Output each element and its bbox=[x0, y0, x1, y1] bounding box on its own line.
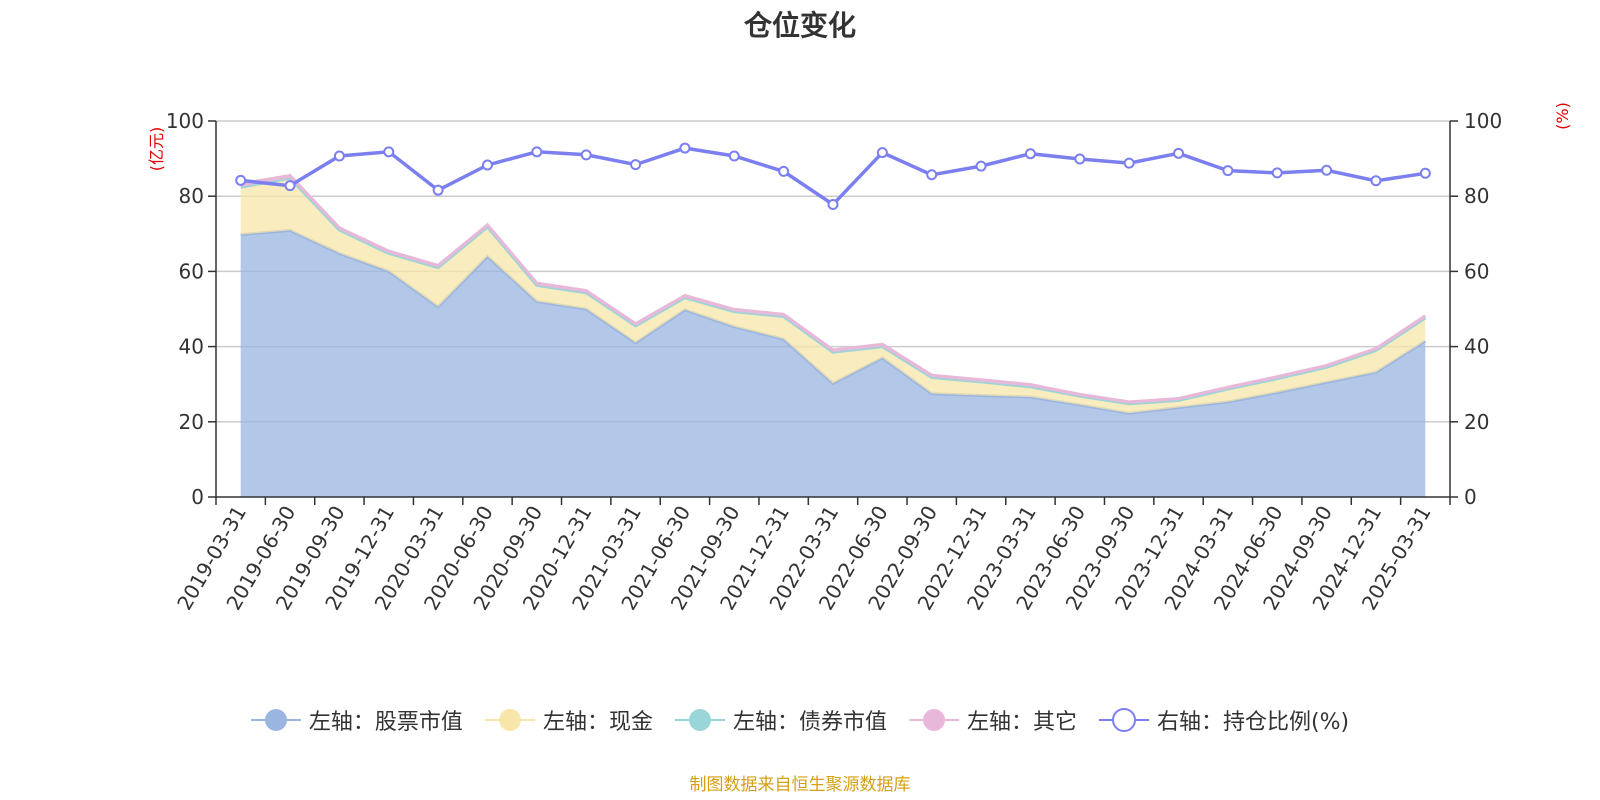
legend-circle-icon bbox=[484, 709, 535, 731]
ratio-point[interactable] bbox=[1271, 167, 1283, 179]
left-tick-label: 20 bbox=[179, 410, 204, 434]
left-tick-label: 100 bbox=[166, 109, 204, 133]
ratio-point[interactable] bbox=[531, 146, 543, 158]
ratio-point[interactable] bbox=[630, 159, 642, 171]
ratio-point[interactable] bbox=[432, 184, 444, 196]
legend-label: 左轴：其它 bbox=[966, 710, 1077, 735]
left-tick-label: 40 bbox=[179, 335, 204, 359]
legend-item[interactable]: 左轴：现金 bbox=[484, 704, 653, 736]
right-tick-label: 80 bbox=[1464, 184, 1489, 208]
ratio-point[interactable] bbox=[481, 159, 493, 171]
ratio-point[interactable] bbox=[1321, 164, 1333, 176]
right-tick-label: 0 bbox=[1464, 485, 1477, 509]
ratio-point[interactable] bbox=[580, 149, 592, 161]
legend-item[interactable]: 左轴：其它 bbox=[908, 704, 1077, 736]
right-tick-label: 40 bbox=[1464, 335, 1489, 359]
legend-hollow-circle-icon bbox=[1098, 708, 1149, 732]
ratio-point[interactable] bbox=[728, 150, 740, 162]
ratio-point[interactable] bbox=[1024, 148, 1036, 160]
legend-item[interactable]: 左轴：债券市值 bbox=[674, 704, 887, 736]
left-axis-unit: (亿元) bbox=[147, 127, 166, 172]
left-tick-label: 60 bbox=[179, 259, 204, 283]
right-tick-label: 100 bbox=[1464, 109, 1502, 133]
right-axis-unit: (%) bbox=[1553, 102, 1572, 130]
ratio-point[interactable] bbox=[1074, 153, 1086, 165]
area-series-1 bbox=[240, 178, 1426, 414]
legend-label: 右轴：持仓比例(%) bbox=[1156, 710, 1350, 735]
right-tick-label: 20 bbox=[1464, 410, 1489, 434]
ratio-point[interactable] bbox=[333, 150, 345, 162]
ratio-point[interactable] bbox=[1370, 175, 1382, 187]
source-note: 制图数据来自恒生聚源数据库 bbox=[689, 775, 911, 795]
legend-label: 左轴：现金 bbox=[542, 710, 653, 735]
ratio-point[interactable] bbox=[1123, 157, 1135, 169]
legend: 左轴：股票市值 左轴：现金 左轴：债券市值 左轴：其它 右轴：持仓比例(%) bbox=[0, 704, 1600, 736]
area-outline-series-3 bbox=[240, 173, 1427, 404]
area-series-0 bbox=[240, 230, 1426, 497]
ratio-point[interactable] bbox=[1222, 165, 1234, 177]
legend-circle-icon bbox=[908, 709, 959, 731]
ratio-point[interactable] bbox=[1173, 147, 1185, 159]
ratio-point[interactable] bbox=[235, 174, 247, 186]
ratio-point[interactable] bbox=[827, 198, 839, 210]
ratio-line bbox=[235, 142, 1431, 210]
legend-circle-icon bbox=[250, 709, 301, 731]
legend-label: 左轴：债券市值 bbox=[732, 710, 887, 735]
ratio-point[interactable] bbox=[383, 146, 395, 158]
ratio-point[interactable] bbox=[284, 180, 296, 192]
left-tick-label: 80 bbox=[179, 184, 204, 208]
left-tick-label: 0 bbox=[191, 485, 204, 509]
legend-item[interactable]: 左轴：股票市值 bbox=[250, 704, 463, 736]
chart-title: 仓位变化 bbox=[743, 10, 856, 41]
ratio-point[interactable] bbox=[876, 147, 888, 159]
ratio-point[interactable] bbox=[1419, 167, 1431, 179]
ratio-point[interactable] bbox=[926, 169, 938, 181]
ratio-point[interactable] bbox=[679, 142, 691, 154]
stacked-areas bbox=[240, 173, 1427, 497]
legend-item[interactable]: 右轴：持仓比例(%) bbox=[1098, 704, 1350, 736]
ratio-point[interactable] bbox=[975, 160, 987, 172]
ratio-point[interactable] bbox=[778, 165, 790, 177]
right-tick-label: 60 bbox=[1464, 259, 1489, 283]
legend-label: 左轴：股票市值 bbox=[308, 710, 463, 735]
legend-circle-icon bbox=[674, 709, 725, 731]
